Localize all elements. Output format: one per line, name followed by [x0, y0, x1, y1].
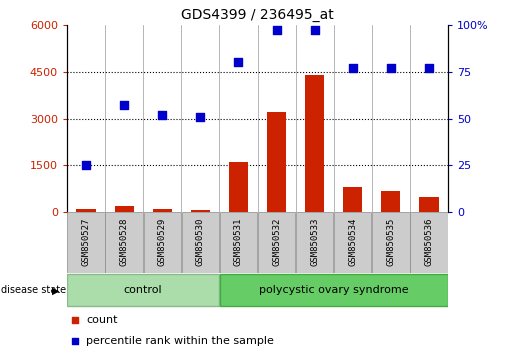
Text: count: count: [86, 315, 117, 325]
FancyBboxPatch shape: [106, 212, 143, 273]
Point: [234, 59, 243, 65]
Title: GDS4399 / 236495_at: GDS4399 / 236495_at: [181, 8, 334, 22]
Text: polycystic ovary syndrome: polycystic ovary syndrome: [259, 285, 408, 295]
Point: [349, 65, 357, 71]
Text: GSM850529: GSM850529: [158, 217, 167, 266]
Text: GSM850530: GSM850530: [196, 217, 205, 266]
FancyBboxPatch shape: [220, 212, 257, 273]
Point: [387, 65, 395, 71]
Bar: [153, 209, 172, 212]
Text: GSM850531: GSM850531: [234, 217, 243, 266]
Text: GSM850535: GSM850535: [386, 217, 396, 266]
Bar: [267, 112, 286, 212]
Text: GSM850532: GSM850532: [272, 217, 281, 266]
FancyBboxPatch shape: [334, 212, 371, 273]
FancyBboxPatch shape: [182, 212, 219, 273]
Bar: [382, 190, 401, 212]
Bar: [305, 75, 324, 212]
Text: disease state: disease state: [1, 285, 65, 295]
FancyBboxPatch shape: [410, 212, 448, 273]
Text: GSM850536: GSM850536: [424, 217, 434, 266]
Point: [120, 103, 128, 108]
Bar: [229, 162, 248, 212]
FancyBboxPatch shape: [67, 274, 219, 306]
FancyBboxPatch shape: [296, 212, 333, 273]
Text: percentile rank within the sample: percentile rank within the sample: [86, 336, 274, 346]
Point: [71, 317, 79, 323]
FancyBboxPatch shape: [372, 212, 409, 273]
Text: GSM850528: GSM850528: [119, 217, 129, 266]
FancyBboxPatch shape: [144, 212, 181, 273]
Bar: [114, 206, 134, 212]
FancyBboxPatch shape: [67, 212, 105, 273]
Point: [71, 338, 79, 344]
Point: [82, 162, 90, 168]
Point: [425, 65, 433, 71]
Bar: [76, 209, 96, 212]
Bar: [191, 210, 210, 212]
Point: [158, 112, 166, 118]
Text: control: control: [124, 285, 163, 295]
Text: GSM850534: GSM850534: [348, 217, 357, 266]
Point: [196, 114, 204, 120]
Point: [272, 28, 281, 33]
Text: GSM850527: GSM850527: [81, 217, 91, 266]
Point: [311, 28, 319, 33]
Bar: [344, 187, 363, 212]
FancyBboxPatch shape: [258, 212, 295, 273]
Text: ▶: ▶: [52, 285, 59, 295]
Bar: [419, 197, 439, 212]
Text: GSM850533: GSM850533: [310, 217, 319, 266]
FancyBboxPatch shape: [220, 274, 448, 306]
